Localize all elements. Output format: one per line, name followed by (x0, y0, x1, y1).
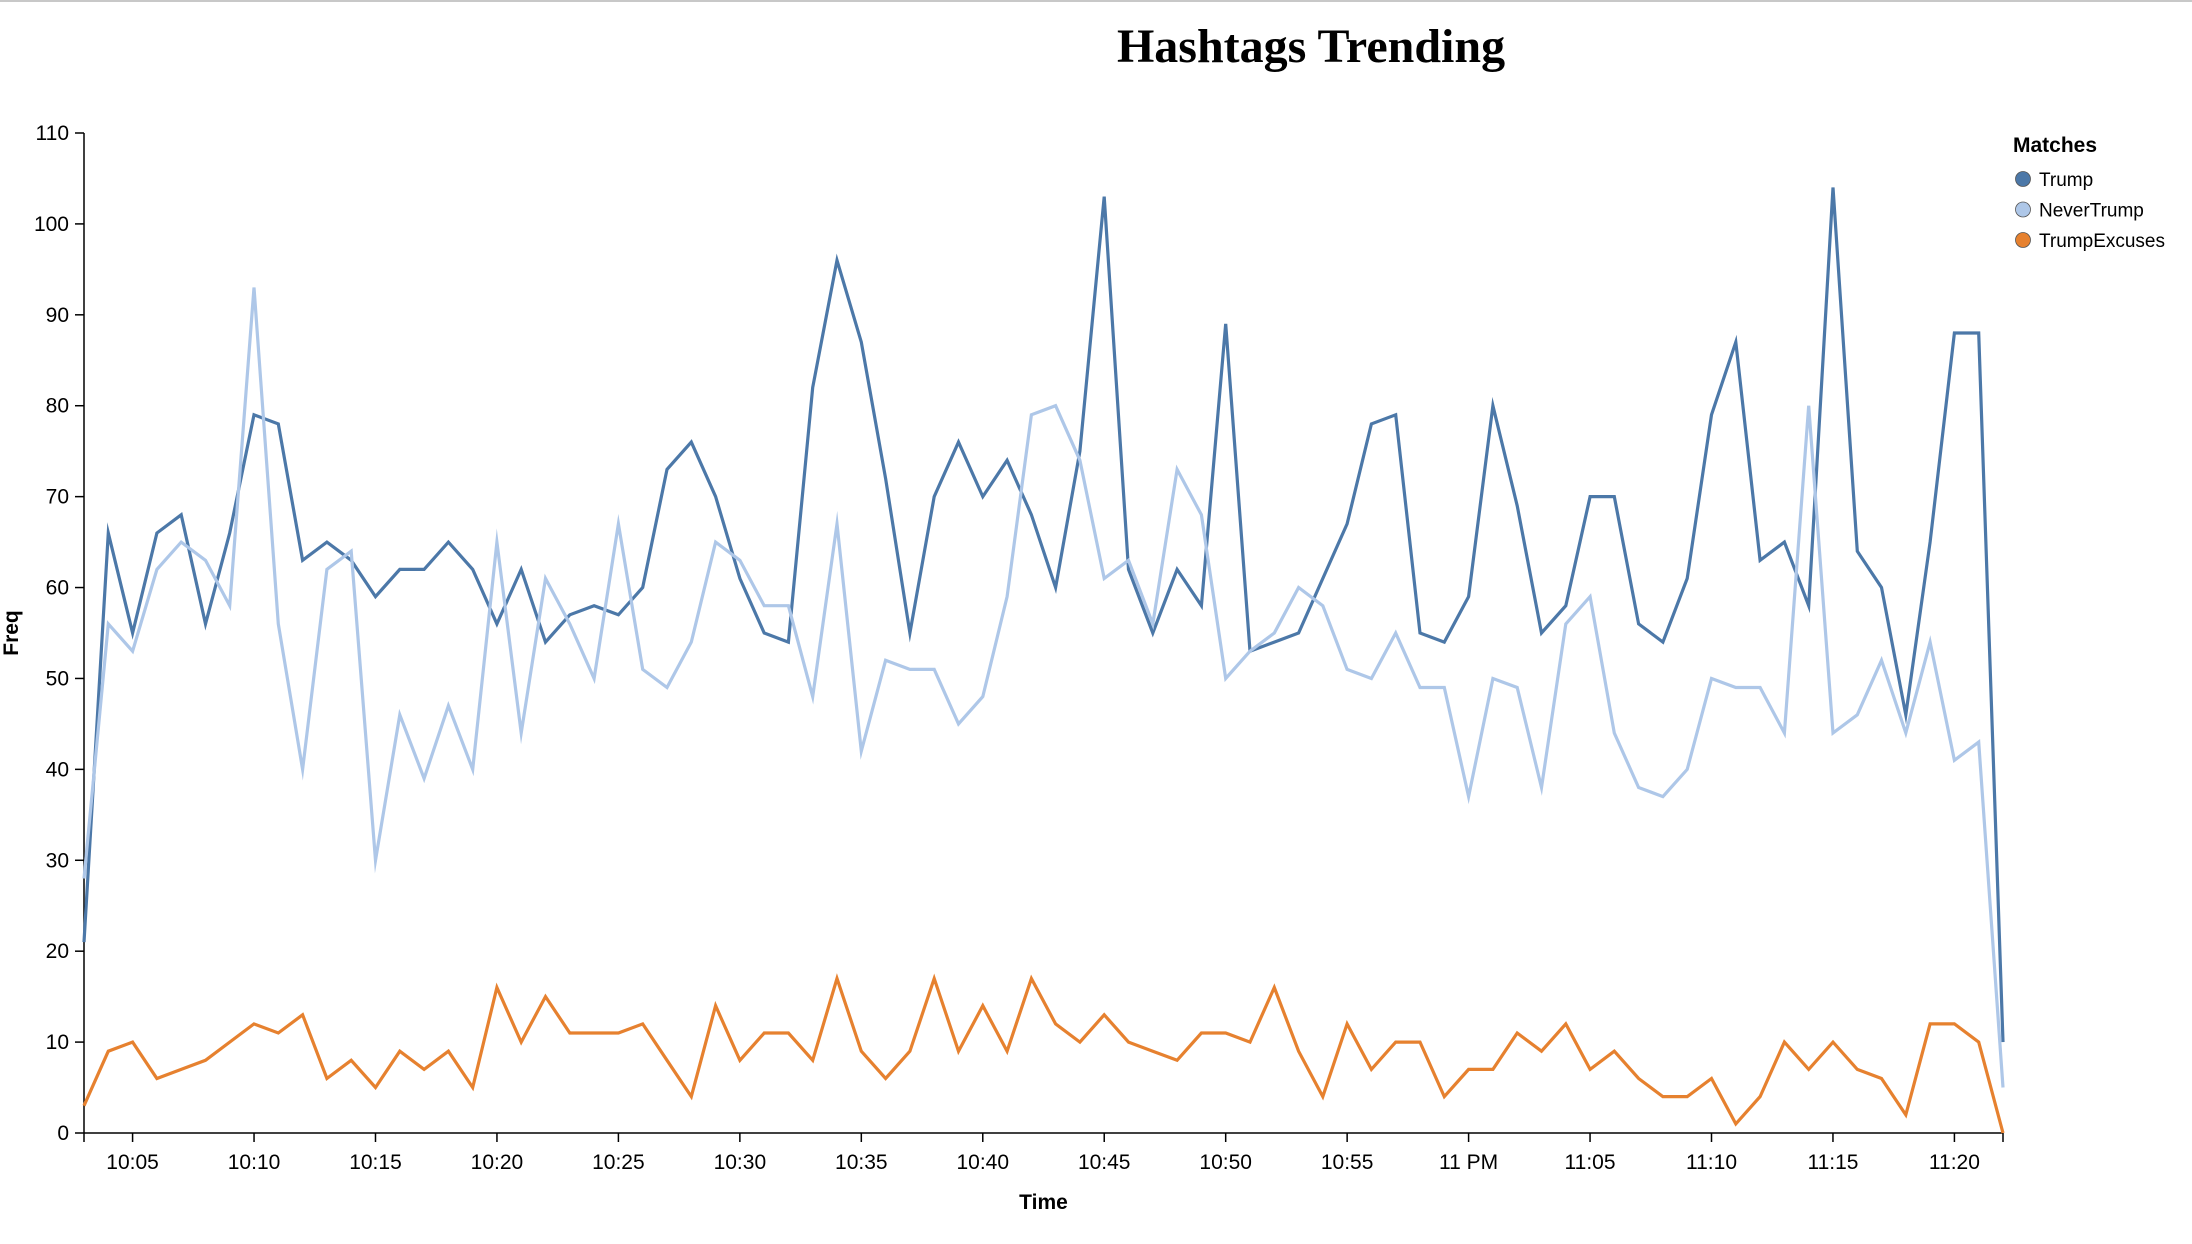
x-tick-label: 10:20 (471, 1151, 524, 1174)
x-tick-label: 11 PM (1439, 1151, 1498, 1174)
y-tick-label: 90 (46, 304, 69, 327)
x-tick-label: 10:15 (349, 1151, 402, 1174)
series-line-trump (82, 187, 2005, 1043)
y-tick-label: 40 (46, 758, 69, 781)
y-tick-label: 0 (57, 1122, 69, 1145)
x-axis: 10:05 10:10 10:15 10:20 10:25 10:30 10:35 10:40… (83, 1132, 2004, 1174)
y-tick-label: 80 (46, 395, 69, 418)
series-line-nevertrump (82, 287, 2005, 1088)
x-tick-label: 10:10 (228, 1151, 281, 1174)
x-tick-label: 10:25 (592, 1151, 645, 1174)
y-tick-label: 60 (46, 577, 69, 600)
series-line-trumpexcuses (82, 973, 2005, 1134)
series-trump (82, 187, 2005, 1043)
x-tick-label: 10:05 (106, 1151, 159, 1174)
x-tick-label: 10:55 (1321, 1151, 1374, 1174)
series-nevertrump (82, 287, 2005, 1088)
y-tick-label: 30 (46, 849, 69, 872)
series-lines (82, 187, 2005, 1134)
x-tick-label: 11:15 (1807, 1151, 1858, 1174)
legend-label-trumpexcuses: TrumpExcuses (2039, 231, 2165, 252)
legend-swatch-trump (2015, 171, 2031, 187)
y-tick-label: 100 (34, 213, 69, 236)
legend-label-trump: Trump (2039, 170, 2093, 191)
x-tick-label: 10:45 (1078, 1151, 1131, 1174)
top-border (0, 0, 2192, 2)
y-axis: 0 10 20 30 40 50 60 70 80 90 100 110 (34, 122, 85, 1145)
legend: Matches Trump NeverTrump TrumpExcuses (2013, 134, 2165, 252)
y-tick-label: 10 (46, 1031, 69, 1054)
x-tick-label: 10:50 (1199, 1151, 1252, 1174)
legend-title: Matches (2013, 134, 2097, 157)
x-tick-label: 10:35 (835, 1151, 888, 1174)
x-tick-label: 10:40 (956, 1151, 1009, 1174)
x-tick-label: 10:30 (714, 1151, 767, 1174)
legend-swatch-trumpexcuses (2015, 232, 2031, 248)
y-tick-label: 50 (46, 667, 69, 690)
x-tick-label: 11:05 (1565, 1151, 1616, 1174)
x-tick-label: 11:10 (1686, 1151, 1737, 1174)
legend-label-nevertrump: NeverTrump (2039, 201, 2144, 222)
y-axis-title: Freq (0, 610, 23, 656)
chart-title: Hashtags Trending (1116, 20, 1506, 73)
series-trumpexcuses (82, 973, 2005, 1134)
x-tick-label: 11:20 (1929, 1151, 1980, 1174)
legend-swatch-nevertrump (2015, 201, 2031, 218)
y-tick-label: 110 (36, 122, 69, 145)
y-tick-label: 70 (46, 486, 69, 509)
y-tick-label: 20 (46, 940, 69, 963)
x-axis-title: Time (1019, 1191, 1068, 1214)
